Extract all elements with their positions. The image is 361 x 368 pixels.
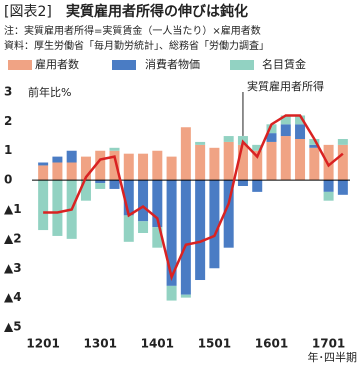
bar <box>252 144 263 151</box>
bar <box>166 285 177 301</box>
bar <box>337 138 348 145</box>
bar <box>280 124 291 137</box>
bar <box>309 138 320 145</box>
x-tick-label: 1501 <box>198 337 231 351</box>
y-tick-label: ▲3 <box>4 261 22 275</box>
bar <box>309 144 320 148</box>
bar <box>223 180 234 248</box>
bar <box>52 162 63 181</box>
bar <box>166 156 177 181</box>
bar <box>323 180 334 192</box>
bar <box>337 144 348 181</box>
bar <box>309 147 320 181</box>
y-tick-label: ▲1 <box>4 202 22 216</box>
y-tick-label: ▲4 <box>4 290 22 304</box>
bar <box>195 144 206 181</box>
x-tick-label: 1301 <box>84 337 117 351</box>
bar <box>138 180 149 222</box>
line <box>43 114 344 281</box>
note: 注：実質雇用者所得=実質賃金（一人当たり）×雇用者数 <box>4 24 261 37</box>
line-label: 実質雇用者所得 <box>247 79 324 93</box>
bar <box>223 141 234 181</box>
bar <box>38 165 49 181</box>
bar <box>223 136 234 142</box>
bar <box>280 136 291 181</box>
bar <box>266 141 277 181</box>
bar <box>95 150 106 181</box>
x-tick-label: 1401 <box>141 337 174 351</box>
bar <box>295 138 306 181</box>
bar <box>323 144 334 181</box>
x-unit: 年･四半期 <box>308 350 358 364</box>
bar <box>180 294 191 298</box>
bar <box>180 180 191 295</box>
legend-swatch <box>112 60 136 70</box>
y-tick-label: ▲5 <box>4 320 22 334</box>
legend-swatch <box>8 60 32 70</box>
bar <box>209 147 220 181</box>
bar <box>95 180 106 184</box>
bar <box>95 183 106 189</box>
bar <box>237 180 248 186</box>
legend-label: 名目賃金 <box>262 57 306 71</box>
chart-title: 実質雇用者所得の伸びは鈍化 <box>66 3 248 20</box>
bar <box>80 180 91 201</box>
bar <box>123 153 134 181</box>
bar <box>109 180 120 189</box>
bar <box>109 150 120 181</box>
legend-label: 消費者物価 <box>145 57 200 71</box>
bar <box>266 133 277 142</box>
y-tick-label: 2 <box>4 114 12 128</box>
bar <box>109 147 120 151</box>
bar <box>323 191 334 201</box>
bar <box>52 156 63 163</box>
bar <box>252 180 263 192</box>
y-tick-label: 3 <box>4 84 12 98</box>
x-tick-label: 1701 <box>312 337 345 351</box>
bar <box>252 150 263 181</box>
bar <box>123 215 134 242</box>
bar <box>195 141 206 145</box>
y-tick-label: ▲2 <box>4 231 22 245</box>
chart-label: [図表2] <box>4 4 52 20</box>
y-tick-label: 0 <box>4 173 12 187</box>
bar <box>38 162 49 166</box>
bar <box>195 180 206 281</box>
x-tick-label: 1201 <box>26 337 59 351</box>
bar <box>123 180 134 216</box>
bar <box>66 162 77 181</box>
bar <box>152 180 163 228</box>
bar <box>266 124 277 134</box>
bar <box>209 180 220 269</box>
bar <box>295 124 306 139</box>
bar <box>138 153 149 181</box>
note: 資料：厚生労働省「毎月勤労統計」、総務省「労働力調査」 <box>4 39 269 52</box>
bar <box>152 150 163 181</box>
legend-label: 雇用者数 <box>35 57 79 71</box>
bar <box>237 144 248 181</box>
bar <box>180 127 191 181</box>
bar <box>337 180 348 195</box>
x-tick-label: 1601 <box>255 337 288 351</box>
bar <box>52 180 63 236</box>
bar <box>138 221 149 234</box>
bar <box>80 156 91 181</box>
bar <box>66 150 77 163</box>
y-tick-label: 1 <box>4 143 12 157</box>
y-unit: 前年比% <box>28 85 71 99</box>
bar <box>38 180 49 231</box>
legend-swatch <box>230 60 254 70</box>
bar <box>166 180 177 286</box>
bar <box>280 115 291 125</box>
bar <box>295 115 306 125</box>
bar <box>152 227 163 248</box>
